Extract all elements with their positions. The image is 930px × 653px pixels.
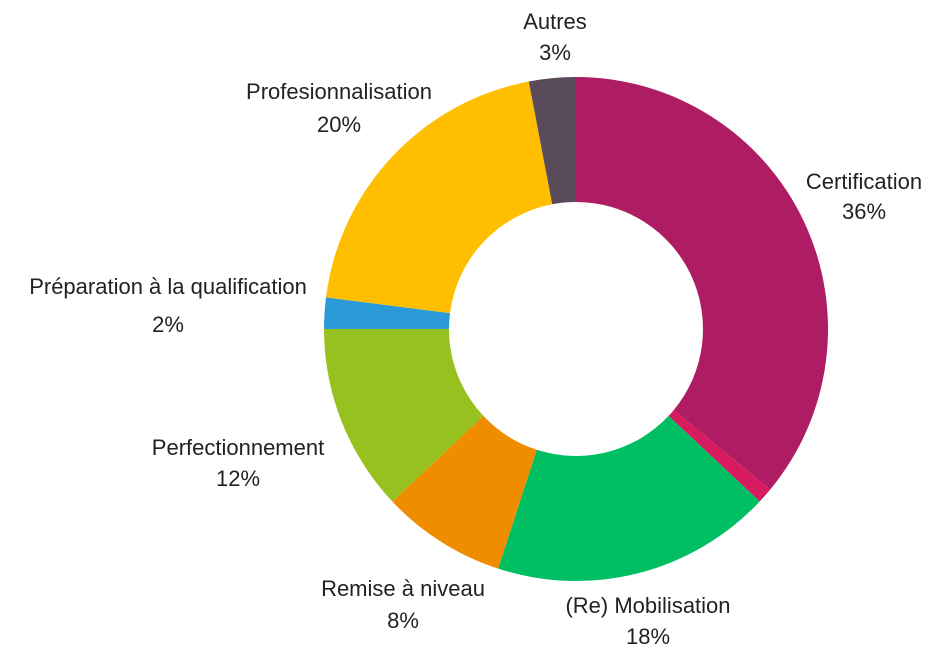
donut-slice — [668, 409, 771, 502]
slice-value-label: 2% — [152, 312, 184, 337]
donut-slice — [324, 297, 451, 329]
slice-label: Remise à niveau — [321, 576, 485, 601]
slice-value-label: 36% — [842, 199, 886, 224]
slice-label: Certification — [806, 169, 922, 194]
slice-value-label: 3% — [539, 40, 571, 65]
donut-slice — [498, 415, 760, 581]
slice-label: Préparation à la qualification — [29, 274, 307, 299]
slice-value-label: 20% — [317, 112, 361, 137]
donut-slice — [324, 329, 484, 502]
slice-label: Autres — [523, 9, 587, 34]
donut-slice — [325, 81, 553, 314]
slice-label: (Re) Mobilisation — [565, 593, 730, 618]
donut-slice — [528, 77, 576, 205]
slice-label: Perfectionnement — [152, 435, 324, 460]
slice-value-label: 12% — [216, 466, 260, 491]
slice-value-label: 18% — [626, 624, 670, 649]
donut-slice — [392, 415, 537, 569]
donut-slice — [576, 77, 828, 490]
slice-label: Profesionnalisation — [246, 79, 432, 104]
slice-value-label: 8% — [387, 608, 419, 633]
